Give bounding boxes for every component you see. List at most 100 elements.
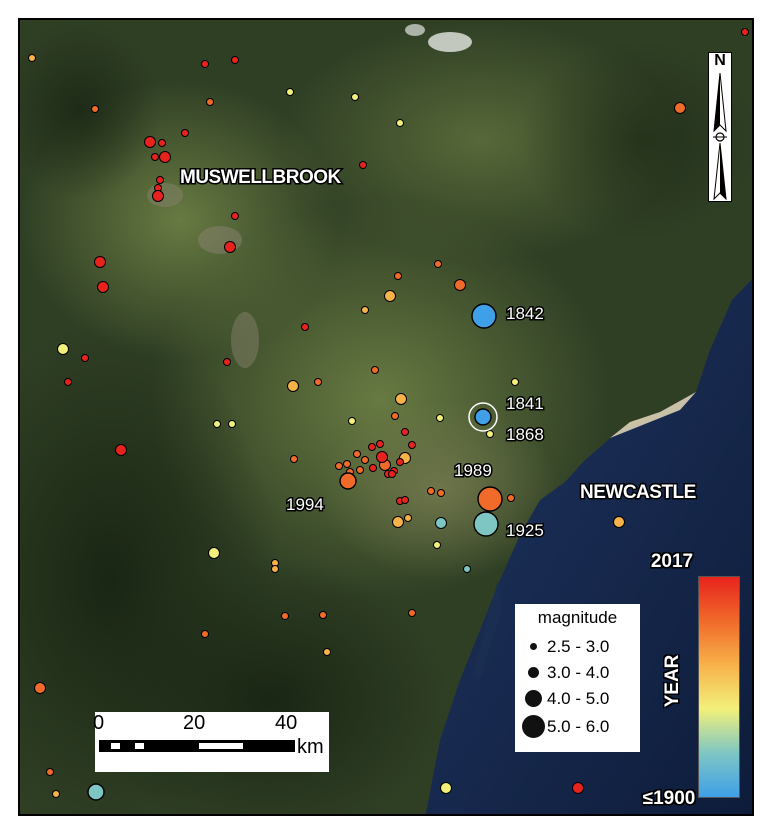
earthquake-marker[interactable] <box>97 281 109 293</box>
earthquake-marker[interactable] <box>159 151 171 163</box>
earthquake-marker[interactable] <box>213 420 221 428</box>
land-texture <box>231 312 259 368</box>
earthquake-marker[interactable] <box>323 648 331 656</box>
earthquake-marker[interactable] <box>376 440 384 448</box>
event-year-label: 1989 <box>454 461 492 480</box>
earthquake-marker[interactable] <box>158 139 166 147</box>
earthquake-marker[interactable] <box>335 462 343 470</box>
earthquake-marker[interactable] <box>271 565 279 573</box>
earthquake-marker[interactable] <box>287 380 299 392</box>
earthquake-marker[interactable] <box>359 161 367 169</box>
lake <box>472 580 502 680</box>
earthquake-marker[interactable] <box>395 393 407 405</box>
earthquake-marker[interactable] <box>391 412 399 420</box>
earthquake-marker[interactable] <box>115 444 127 456</box>
earthquake-marker[interactable] <box>511 378 519 386</box>
earthquake-marker[interactable] <box>434 260 442 268</box>
earthquake-marker[interactable] <box>741 28 749 36</box>
earthquake-marker[interactable] <box>404 514 412 522</box>
earthquake-marker[interactable] <box>427 487 435 495</box>
earthquake-marker[interactable] <box>28 54 36 62</box>
earthquake-marker[interactable] <box>401 496 409 504</box>
earthquake-marker[interactable] <box>572 782 584 794</box>
earthquake-marker[interactable] <box>281 612 289 620</box>
earthquake-marker[interactable] <box>208 547 220 559</box>
earthquake-marker[interactable] <box>440 782 452 794</box>
earthquake-marker[interactable] <box>436 414 444 422</box>
earthquake-marker[interactable] <box>408 609 416 617</box>
legend-symbol <box>522 715 545 738</box>
earthquake-marker[interactable] <box>507 494 515 502</box>
satellite-map[interactable]: MUSWELLBROOK NEWCASTLE 1842 1841 1868 19… <box>20 20 754 816</box>
earthquake-marker[interactable] <box>674 102 686 114</box>
earthquake-marker[interactable] <box>401 428 409 436</box>
earthquake-marker[interactable] <box>231 56 239 64</box>
earthquake-marker[interactable] <box>473 511 499 537</box>
earthquake-marker[interactable] <box>206 98 214 106</box>
earthquake-marker[interactable] <box>151 153 159 161</box>
earthquake-marker[interactable] <box>201 60 209 68</box>
scale-unit: km <box>297 736 324 758</box>
earthquake-marker[interactable] <box>486 430 494 438</box>
earthquake-marker[interactable] <box>351 93 359 101</box>
earthquake-marker[interactable] <box>471 303 497 329</box>
scale-tick-label: 40 <box>275 712 298 734</box>
earthquake-marker[interactable] <box>388 470 396 478</box>
earthquake-marker[interactable] <box>228 420 236 428</box>
earthquake-marker[interactable] <box>454 279 466 291</box>
earthquake-marker[interactable] <box>224 241 236 253</box>
earthquake-marker[interactable] <box>290 455 298 463</box>
earthquake-marker[interactable] <box>463 565 471 573</box>
earthquake-marker[interactable] <box>34 682 46 694</box>
earthquake-marker[interactable] <box>94 256 106 268</box>
earthquake-marker[interactable] <box>433 541 441 549</box>
earthquake-marker[interactable] <box>392 516 404 528</box>
earthquake-marker[interactable] <box>87 783 105 801</box>
earthquake-marker[interactable] <box>144 136 156 148</box>
earthquake-marker[interactable] <box>301 323 309 331</box>
earthquake-marker[interactable] <box>339 472 357 490</box>
earthquake-marker[interactable] <box>353 450 361 458</box>
earthquake-marker[interactable] <box>81 354 89 362</box>
earthquake-marker[interactable] <box>286 88 294 96</box>
place-label-muswellbrook: MUSWELLBROOK <box>180 167 342 188</box>
event-year-label: 1925 <box>506 521 544 540</box>
earthquake-marker[interactable] <box>613 516 625 528</box>
earthquake-marker[interactable] <box>437 489 445 497</box>
earthquake-marker[interactable] <box>408 441 416 449</box>
earthquake-marker[interactable] <box>181 129 189 137</box>
earthquake-marker[interactable] <box>52 790 60 798</box>
earthquake-marker[interactable] <box>231 212 239 220</box>
earthquake-marker[interactable] <box>477 486 503 512</box>
earthquake-marker[interactable] <box>435 517 447 529</box>
colorbar-title: YEAR <box>662 654 683 708</box>
earthquake-marker[interactable] <box>394 272 402 280</box>
earthquake-marker[interactable] <box>361 306 369 314</box>
earthquake-marker[interactable] <box>376 451 388 463</box>
earthquake-marker[interactable] <box>314 378 322 386</box>
earthquake-marker[interactable] <box>361 456 369 464</box>
map-frame[interactable]: MUSWELLBROOK NEWCASTLE 1842 1841 1868 19… <box>18 18 754 816</box>
earthquake-marker[interactable] <box>474 408 492 426</box>
earthquake-marker[interactable] <box>396 458 404 466</box>
earthquake-marker[interactable] <box>384 290 396 302</box>
earthquake-marker[interactable] <box>371 366 379 374</box>
earthquake-marker[interactable] <box>152 190 164 202</box>
earthquake-marker[interactable] <box>343 460 351 468</box>
earthquake-marker[interactable] <box>369 464 377 472</box>
earthquake-marker[interactable] <box>156 176 164 184</box>
scale-bar-graphic <box>99 740 295 752</box>
earthquake-marker[interactable] <box>64 378 72 386</box>
earthquake-marker[interactable] <box>46 768 54 776</box>
earthquake-marker[interactable] <box>368 443 376 451</box>
earthquake-marker[interactable] <box>356 466 364 474</box>
earthquake-marker[interactable] <box>348 417 356 425</box>
earthquake-marker[interactable] <box>396 119 404 127</box>
earthquake-marker[interactable] <box>223 358 231 366</box>
earthquake-marker[interactable] <box>91 105 99 113</box>
earthquake-marker[interactable] <box>319 611 327 619</box>
legend-item: 2.5 - 3.0 <box>515 634 640 660</box>
legend-symbol <box>530 643 537 650</box>
earthquake-marker[interactable] <box>57 343 69 355</box>
earthquake-marker[interactable] <box>201 630 209 638</box>
